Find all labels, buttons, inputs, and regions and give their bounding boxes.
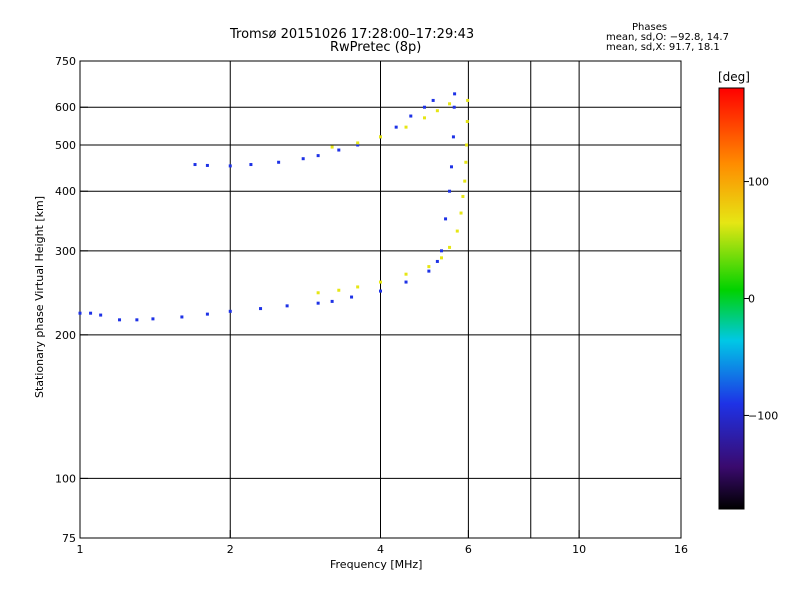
echo-point xyxy=(409,114,413,118)
echo-point xyxy=(448,189,452,193)
x-tick-label: 4 xyxy=(377,543,384,556)
x-tick-label: 2 xyxy=(227,543,234,556)
echo-point xyxy=(277,160,281,164)
colorbar-ticks: 100 0 −100 xyxy=(744,176,778,422)
echo-point xyxy=(461,194,465,198)
echo-point xyxy=(99,313,103,317)
echo-point xyxy=(422,116,426,120)
phase-stats-x-mode: mean, sd,X: 91.7, 18.1 xyxy=(606,42,720,53)
echo-point xyxy=(466,98,470,102)
echo-point xyxy=(316,301,320,305)
x-tick-label: 1 xyxy=(77,543,84,556)
echo-point xyxy=(193,163,197,167)
echo-point xyxy=(435,109,439,113)
echo-point xyxy=(135,318,139,322)
echo-point xyxy=(118,318,122,322)
echo-point xyxy=(228,164,232,168)
echo-point xyxy=(337,288,341,292)
echo-point xyxy=(379,135,382,139)
echo-point xyxy=(448,102,452,106)
echo-point xyxy=(431,98,435,102)
echo-point xyxy=(259,307,263,311)
echo-point xyxy=(151,317,155,321)
echo-point xyxy=(455,229,459,233)
colorbar-unit-label: [deg] xyxy=(718,70,750,84)
echo-point xyxy=(465,143,469,147)
grid-lines xyxy=(80,61,681,538)
y-tick-label: 750 xyxy=(55,55,76,68)
y-tick-label: 75 xyxy=(62,532,76,545)
echo-point xyxy=(427,265,431,269)
echo-point xyxy=(404,125,408,129)
colorbar-tick-label: −100 xyxy=(748,409,778,422)
echo-point xyxy=(404,272,408,276)
colorbar-tick-label: 100 xyxy=(748,176,769,189)
echo-point xyxy=(249,163,253,167)
echo-point xyxy=(330,145,334,149)
echo-point xyxy=(205,163,209,167)
x-tick-label: 16 xyxy=(674,543,688,556)
echo-point xyxy=(440,256,444,260)
colorbar-tick-label: 0 xyxy=(748,293,755,306)
y-tick-label: 200 xyxy=(55,329,76,342)
echo-point xyxy=(316,154,320,158)
echo-point xyxy=(379,289,382,293)
y-axis-ticks: 75 100 200 300 400 500 600 750 xyxy=(55,55,88,545)
phase-colorbar xyxy=(718,87,745,510)
echo-point xyxy=(452,105,456,109)
chart-title: Tromsø 20151026 17:28:00–17:29:43 xyxy=(230,27,475,42)
echo-point xyxy=(228,309,232,313)
echo-point xyxy=(463,179,467,183)
echo-point xyxy=(78,311,82,315)
echo-point xyxy=(205,312,209,316)
y-tick-label: 500 xyxy=(55,139,76,152)
y-tick-label: 300 xyxy=(55,245,76,258)
x-axis-ticks: 1 2 4 6 10 16 xyxy=(77,530,688,556)
echo-point xyxy=(444,217,448,221)
y-tick-label: 600 xyxy=(55,101,76,114)
echo-point xyxy=(356,141,360,145)
echo-point xyxy=(356,285,360,289)
echo-point xyxy=(448,245,452,249)
echo-point xyxy=(285,304,289,308)
echo-point xyxy=(449,165,453,169)
echo-points xyxy=(78,92,470,322)
echo-point xyxy=(180,315,184,319)
phase-stats-heading: Phases xyxy=(632,22,668,33)
echo-point xyxy=(422,105,426,109)
echo-point xyxy=(464,160,468,164)
x-tick-label: 10 xyxy=(572,543,586,556)
echo-point xyxy=(330,299,334,303)
echo-point xyxy=(451,135,455,139)
echo-point xyxy=(453,92,457,96)
x-tick-label: 6 xyxy=(465,543,472,556)
y-axis-label: Stationary phase Virtual Height [km] xyxy=(33,195,46,398)
echo-point xyxy=(89,311,93,315)
echo-point xyxy=(350,295,354,299)
chart-subtitle: RwPretec (8p) xyxy=(330,40,422,55)
echo-point xyxy=(394,125,398,129)
echo-point xyxy=(435,259,439,263)
echo-point xyxy=(440,249,444,253)
y-tick-label: 100 xyxy=(55,472,76,485)
echo-point xyxy=(465,120,469,124)
echo-point xyxy=(404,280,408,284)
echo-point xyxy=(379,280,382,284)
phase-stats-o-mode: mean, sd,O: −92.8, 14.7 xyxy=(606,32,729,43)
echo-point xyxy=(337,148,341,152)
echo-point xyxy=(356,143,360,147)
echo-point xyxy=(316,291,320,295)
y-tick-label: 400 xyxy=(55,185,76,198)
echo-point xyxy=(459,211,463,215)
echo-point xyxy=(427,269,431,273)
echo-point xyxy=(301,157,305,161)
x-axis-label: Frequency [MHz] xyxy=(330,558,423,571)
